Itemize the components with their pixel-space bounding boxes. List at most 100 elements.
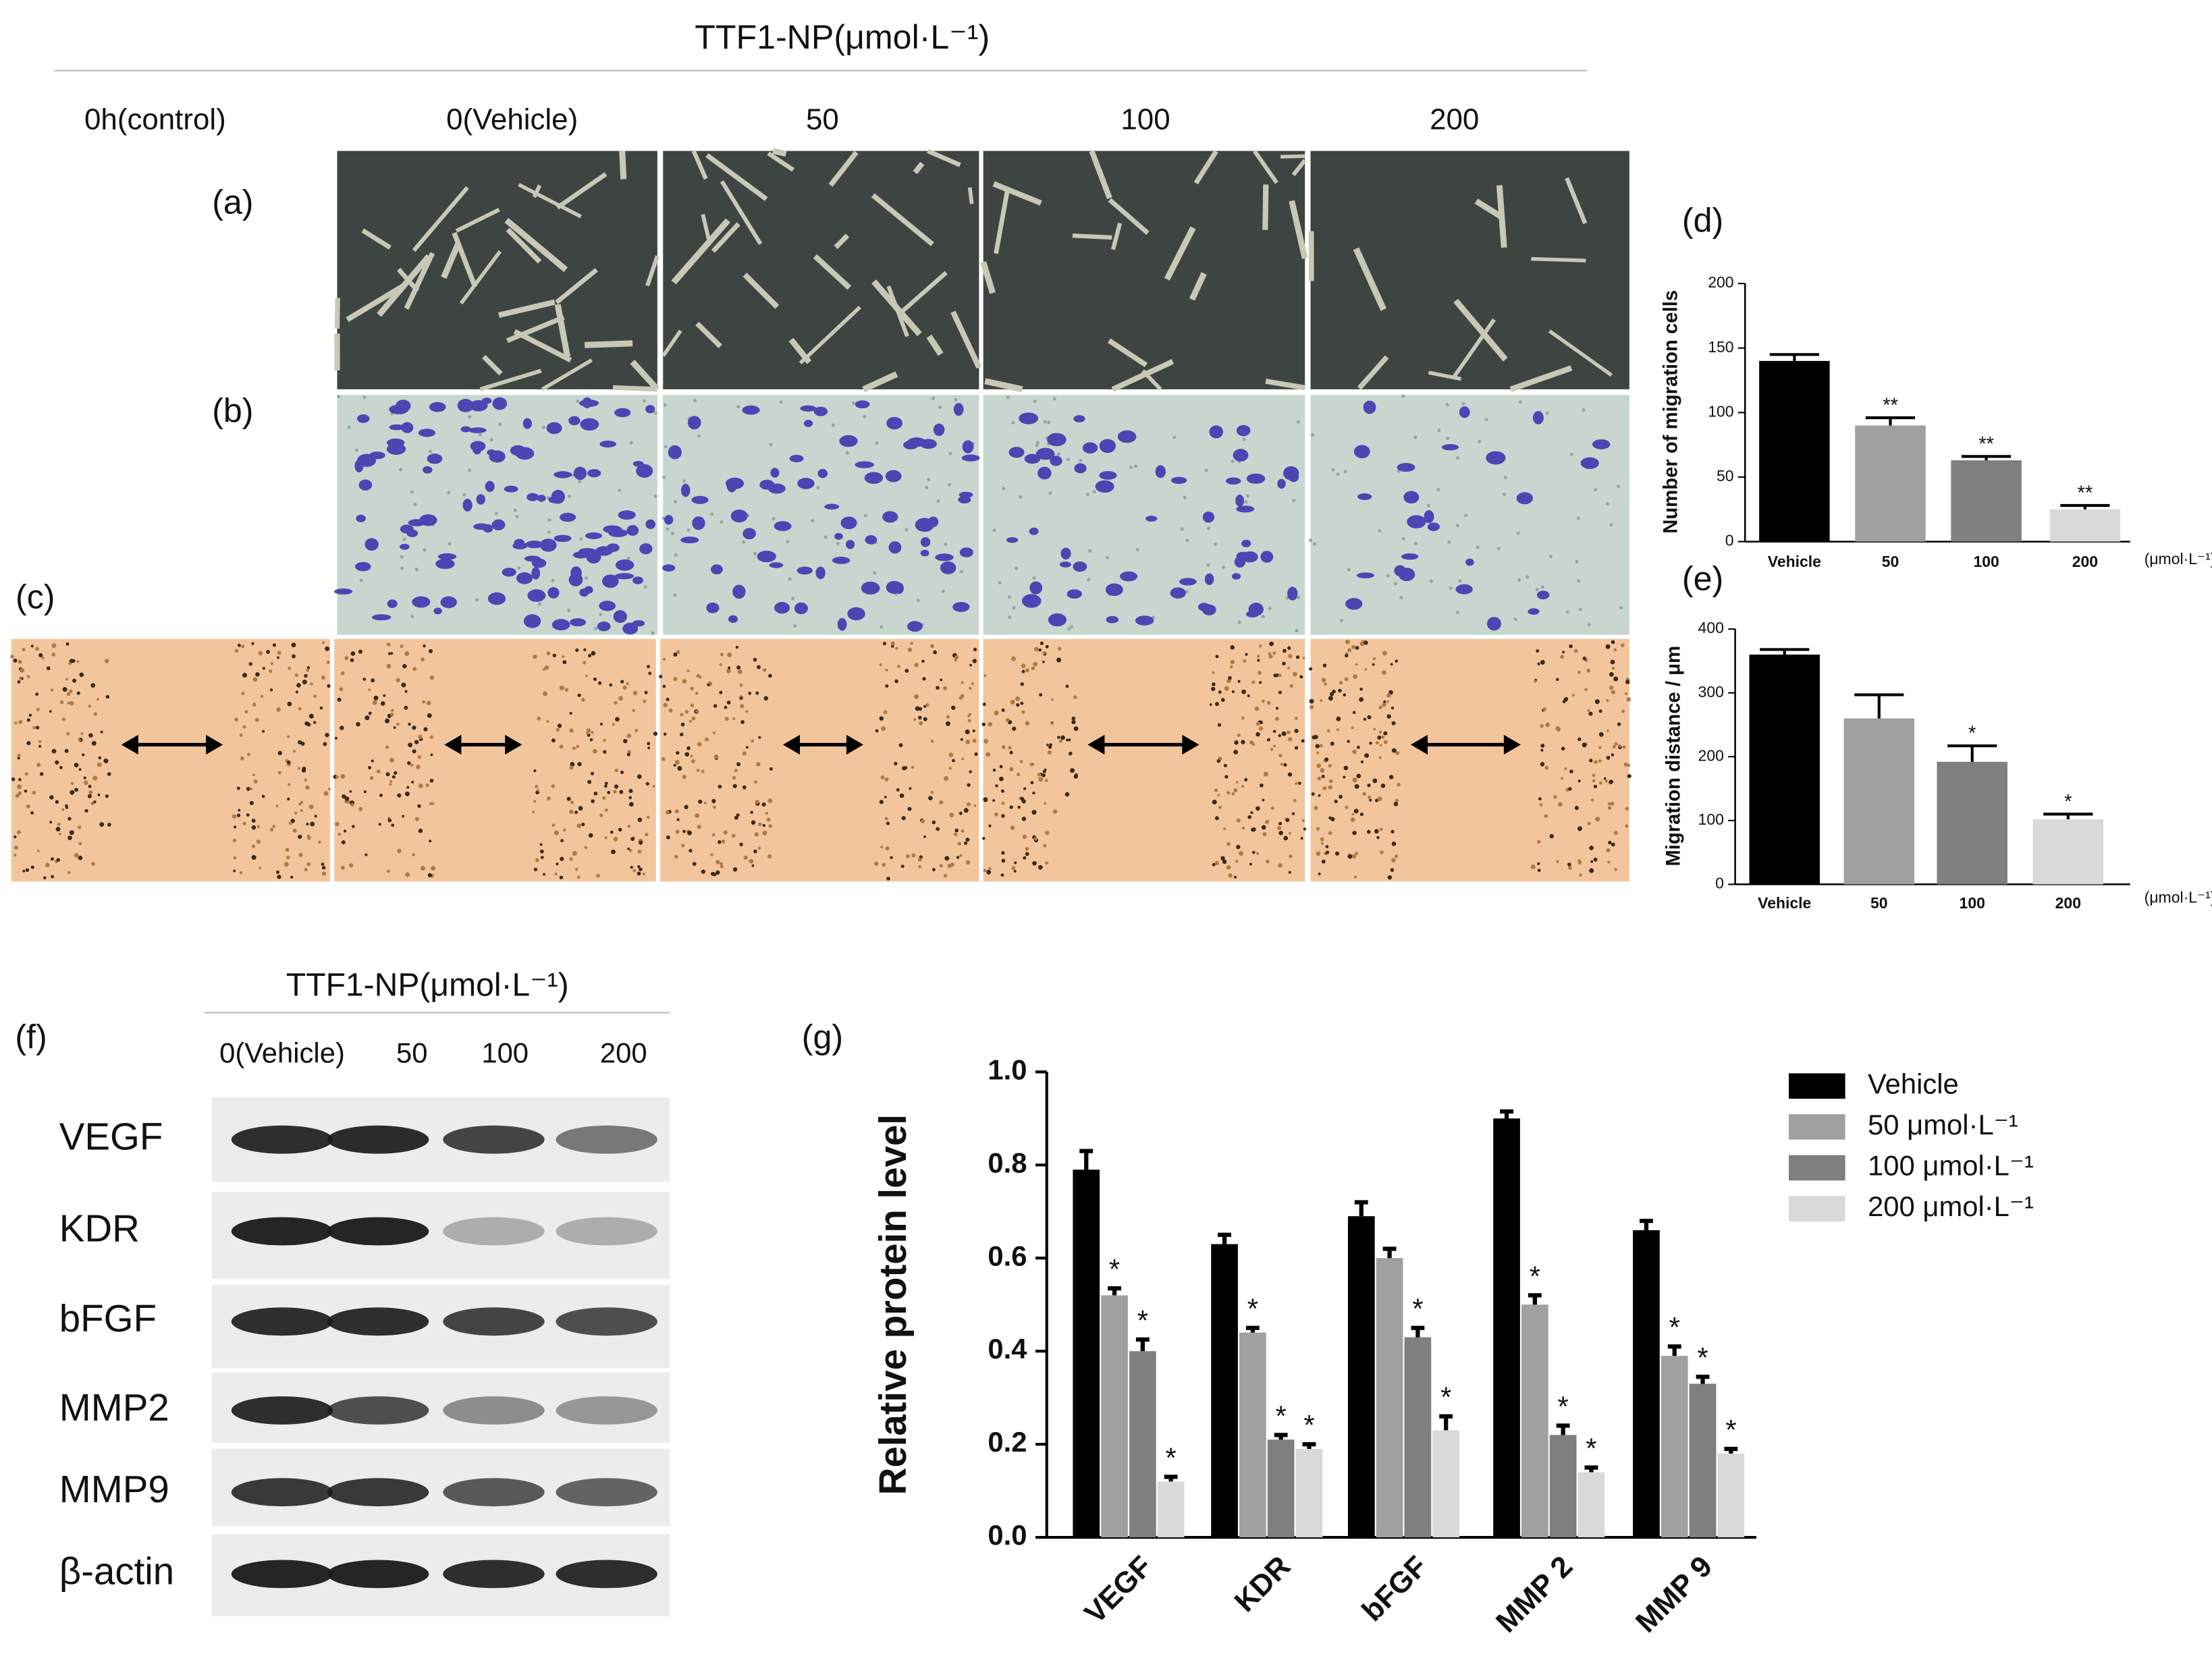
cell-dot xyxy=(769,767,773,771)
cell-dot xyxy=(1058,739,1062,743)
cell-dot xyxy=(1387,875,1393,880)
cell xyxy=(389,424,405,431)
cell-dot xyxy=(1320,837,1324,842)
tube xyxy=(630,360,660,391)
cell-dot xyxy=(882,642,886,646)
speckle xyxy=(547,518,551,522)
cell-dot xyxy=(988,721,993,727)
cell-dot xyxy=(419,783,423,788)
speckle xyxy=(905,528,909,532)
speckle xyxy=(1386,574,1390,578)
cell-dot xyxy=(720,862,724,866)
cell-dot xyxy=(1378,730,1382,734)
cell-dot xyxy=(1282,661,1286,666)
cell-dot xyxy=(277,771,281,775)
cell-dot xyxy=(59,766,63,769)
cell-dot xyxy=(1351,813,1355,816)
cell-dot xyxy=(323,791,329,796)
cell-dot xyxy=(1604,779,1609,783)
cell-dot xyxy=(107,823,111,827)
cell-dot xyxy=(535,784,539,788)
cell-dot xyxy=(1567,862,1571,867)
cell xyxy=(365,538,379,551)
cell-dot xyxy=(92,775,98,781)
cell xyxy=(1073,561,1087,572)
significance: * xyxy=(1137,1304,1148,1336)
tube xyxy=(1193,150,1218,185)
cell xyxy=(358,479,373,491)
cell-dot xyxy=(266,650,270,654)
cell-dot xyxy=(637,774,642,779)
cell-dot xyxy=(237,643,241,647)
tube xyxy=(555,268,598,304)
cell-dot xyxy=(884,817,888,821)
cell-dot xyxy=(936,686,940,690)
cell xyxy=(613,610,627,624)
cell-dot xyxy=(983,674,987,678)
cell-dot xyxy=(1043,844,1047,848)
cell-dot xyxy=(76,691,80,695)
cell-dot xyxy=(15,794,20,798)
speckle xyxy=(772,517,776,521)
cell-dot xyxy=(602,796,606,800)
cell xyxy=(632,576,644,584)
cell-dot xyxy=(914,663,919,667)
cell-dot xyxy=(535,858,539,862)
cell-dot xyxy=(1382,651,1388,656)
speckle xyxy=(720,520,724,524)
cell-dot xyxy=(241,644,245,649)
cell-dot xyxy=(234,649,239,653)
cell-dot xyxy=(643,699,647,703)
cell xyxy=(1532,411,1544,424)
cell-dot xyxy=(1316,851,1321,856)
cell-dot xyxy=(1364,640,1368,645)
cell-dot xyxy=(1012,726,1017,731)
cell-dot xyxy=(24,772,28,776)
tube xyxy=(662,329,682,358)
tube xyxy=(334,298,340,329)
cell-dot xyxy=(323,742,327,746)
cell-dot xyxy=(246,786,250,791)
cell-dot xyxy=(407,761,411,765)
cell-dot xyxy=(414,740,419,744)
cell-dot xyxy=(1355,646,1359,650)
cell-dot xyxy=(1379,827,1383,831)
cell-dot xyxy=(1577,826,1582,831)
speckle xyxy=(824,535,828,539)
cell-dot xyxy=(662,684,666,688)
row-label: (c) xyxy=(16,578,55,616)
cell-dot xyxy=(628,789,633,794)
cell-dot xyxy=(1351,854,1357,859)
cell-dot xyxy=(90,802,95,806)
cell-dot xyxy=(674,854,678,859)
cell-dot xyxy=(615,717,620,722)
tube xyxy=(479,368,542,391)
cell-dot xyxy=(1367,783,1371,788)
cell-dot xyxy=(1032,792,1035,795)
cell-dot xyxy=(639,840,643,845)
speckle xyxy=(998,581,1002,585)
cell-dot xyxy=(965,837,970,842)
cell-dot xyxy=(1021,710,1025,714)
cell-dot xyxy=(972,738,977,743)
cell-dot xyxy=(285,848,290,852)
cell-dot xyxy=(368,711,372,715)
cell xyxy=(1424,510,1434,524)
cell-dot xyxy=(944,856,950,861)
cell-dot xyxy=(551,823,556,827)
cell-dot xyxy=(390,652,394,655)
cell-dot xyxy=(1044,802,1047,805)
cell-dot xyxy=(36,850,40,853)
error-bar xyxy=(1667,1344,1681,1356)
speckle xyxy=(594,626,598,630)
speckle xyxy=(1331,468,1335,472)
cell-dot xyxy=(885,668,888,671)
tube xyxy=(1453,298,1508,362)
cell-dot xyxy=(680,722,685,727)
cell xyxy=(606,543,620,553)
tube xyxy=(994,190,1010,254)
cell xyxy=(815,566,826,580)
cell-dot xyxy=(405,872,410,877)
cell-dot xyxy=(62,687,68,692)
cell xyxy=(834,532,843,540)
